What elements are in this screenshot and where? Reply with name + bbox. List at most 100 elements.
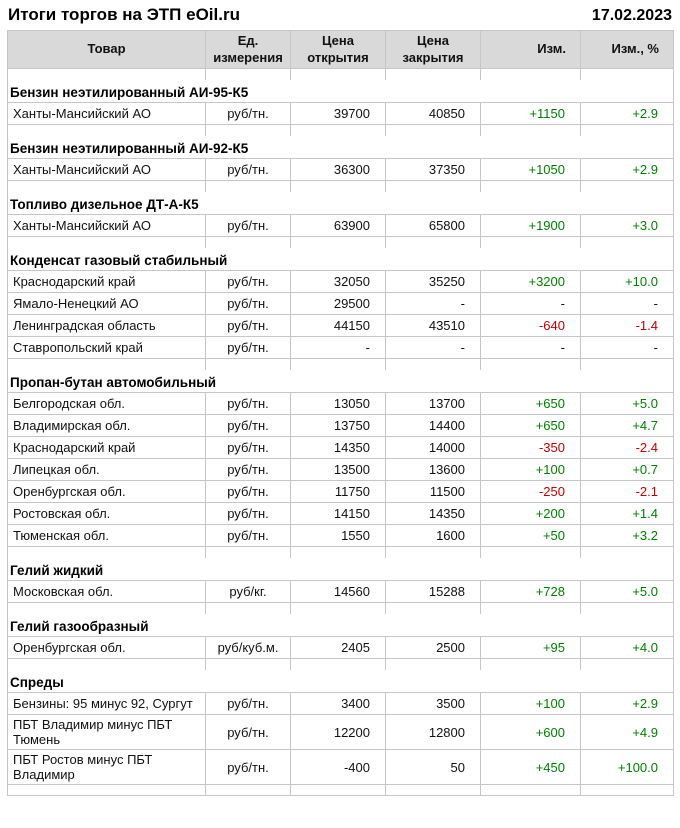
- spacer-cell: [480, 124, 581, 136]
- section-row: Бензин неэтилированный АИ-95-К5: [7, 79, 674, 103]
- spacer-row: [7, 546, 674, 558]
- cell-change: -350: [480, 436, 581, 459]
- cell-change_pct: -1.4: [580, 314, 674, 337]
- spacer-cell: [480, 180, 581, 192]
- spacer-cell: [205, 124, 291, 136]
- table-row: ПБТ Владимир минус ПБТ Тюмень руб/тн. 1220…: [7, 714, 674, 750]
- cell-close: -: [385, 292, 481, 315]
- cell-change: +1050: [480, 158, 581, 181]
- cell-close: 65800: [385, 214, 481, 237]
- cell-close: 37350: [385, 158, 481, 181]
- spacer-cell: [580, 68, 674, 80]
- cell-unit: руб/тн.: [205, 336, 291, 359]
- cell-unit: руб/тн.: [205, 414, 291, 437]
- spacer-cell: [385, 658, 481, 670]
- cell-open: 14150: [290, 502, 386, 525]
- results-table: Товар Ед. измерения Цена открытия Цена закр…: [7, 30, 674, 796]
- spacer-row: [7, 784, 674, 796]
- cell-close: 13600: [385, 458, 481, 481]
- cell-unit: руб/куб.м.: [205, 636, 291, 659]
- cell-close: 15288: [385, 580, 481, 603]
- column-header-product: Товар: [7, 30, 206, 69]
- cell-change_pct: -: [580, 292, 674, 315]
- cell-product: Тюменская обл.: [7, 524, 206, 547]
- spacer-cell: [7, 358, 206, 370]
- spacer-cell: [480, 784, 581, 796]
- cell-change: +600: [480, 714, 581, 750]
- cell-change: +650: [480, 414, 581, 437]
- cell-product: Ханты-Мансийский АО: [7, 214, 206, 237]
- cell-open: 39700: [290, 102, 386, 125]
- column-header-close: Цена закрытия: [385, 30, 481, 69]
- cell-change: +650: [480, 392, 581, 415]
- cell-product: Оренбургская обл.: [7, 480, 206, 503]
- section-title: Топливо дизельное ДТ-А-К5: [7, 191, 674, 215]
- cell-open: 36300: [290, 158, 386, 181]
- cell-open: 29500: [290, 292, 386, 315]
- cell-unit: руб/тн.: [205, 214, 291, 237]
- report-header: Итоги торгов на ЭТП eOil.ru 17.02.2023: [7, 3, 673, 30]
- spacer-cell: [290, 784, 386, 796]
- column-header-change: Изм.: [480, 30, 581, 69]
- cell-product: Оренбургская обл.: [7, 636, 206, 659]
- table-row: ПБТ Ростов минус ПБТ Владимир руб/тн. -400…: [7, 749, 674, 785]
- cell-close: 50: [385, 749, 481, 785]
- spacer-cell: [205, 658, 291, 670]
- cell-change_pct: +2.9: [580, 692, 674, 715]
- table-row: Ямало-Ненецкий АО руб/тн. 29500- - -: [7, 292, 674, 315]
- spacer-cell: [385, 784, 481, 796]
- cell-product: Московская обл.: [7, 580, 206, 603]
- spacer-cell: [480, 68, 581, 80]
- spacer-cell: [580, 658, 674, 670]
- cell-change: +1150: [480, 102, 581, 125]
- section-row: Топливо дизельное ДТ-А-К5: [7, 191, 674, 215]
- cell-product: Белгородская обл.: [7, 392, 206, 415]
- cell-close: 2500: [385, 636, 481, 659]
- table-row: Липецкая обл. руб/тн. 13500 13600 +100 +0.7: [7, 458, 674, 481]
- cell-unit: руб/тн.: [205, 314, 291, 337]
- page-title: Итоги торгов на ЭТП eOil.ru: [8, 5, 240, 24]
- table-row: Оренбургская обл. руб/тн. 11750 11500 -250 -2…: [7, 480, 674, 503]
- section-title: Гелий газообразный: [7, 613, 674, 637]
- spacer-cell: [480, 658, 581, 670]
- cell-unit: руб/тн.: [205, 158, 291, 181]
- spacer-cell: [580, 784, 674, 796]
- spacer-cell: [290, 546, 386, 558]
- cell-change: +50: [480, 524, 581, 547]
- cell-open: 32050: [290, 270, 386, 293]
- results-table-body: Бензин неэтилированный АИ-95-К5 Ханты-Ман…: [7, 68, 674, 796]
- trading-report: Итоги торгов на ЭТП eOil.ru 17.02.2023 Т…: [7, 3, 674, 796]
- column-header-open: Цена открытия: [290, 30, 386, 69]
- spacer-cell: [290, 124, 386, 136]
- cell-change: -: [480, 292, 581, 315]
- table-row: Краснодарский край руб/тн. 14350 14000 -350-…: [7, 436, 674, 459]
- table-row: Ханты-Мансийский АО руб/тн. 36300 37350 +105…: [7, 158, 674, 181]
- cell-change: -640: [480, 314, 581, 337]
- cell-change_pct: +1.4: [580, 502, 674, 525]
- section-title: Бензин неэтилированный АИ-95-К5: [7, 79, 674, 103]
- cell-change_pct: -2.4: [580, 436, 674, 459]
- table-row: Ханты-Мансийский АО руб/тн. 39700 40850 +115…: [7, 102, 674, 125]
- spacer-cell: [385, 358, 481, 370]
- cell-unit: руб/тн.: [205, 270, 291, 293]
- spacer-cell: [205, 68, 291, 80]
- section-row: Бензин неэтилированный АИ-92-К5: [7, 135, 674, 159]
- cell-product: Ханты-Мансийский АО: [7, 158, 206, 181]
- spacer-cell: [205, 358, 291, 370]
- table-row: Оренбургская обл. руб/куб.м. 2405 2500 +95 +4…: [7, 636, 674, 659]
- cell-change_pct: +100.0: [580, 749, 674, 785]
- cell-open: -400: [290, 749, 386, 785]
- cell-open: 3400: [290, 692, 386, 715]
- spacer-cell: [480, 602, 581, 614]
- spacer-cell: [205, 236, 291, 248]
- section-row: Конденсат газовый стабильный: [7, 247, 674, 271]
- spacer-row: [7, 180, 674, 192]
- cell-unit: руб/тн.: [205, 714, 291, 750]
- cell-change: +3200: [480, 270, 581, 293]
- spacer-cell: [205, 784, 291, 796]
- cell-change_pct: +5.0: [580, 392, 674, 415]
- cell-product: Краснодарский край: [7, 270, 206, 293]
- spacer-cell: [480, 236, 581, 248]
- cell-close: 43510: [385, 314, 481, 337]
- cell-product: Липецкая обл.: [7, 458, 206, 481]
